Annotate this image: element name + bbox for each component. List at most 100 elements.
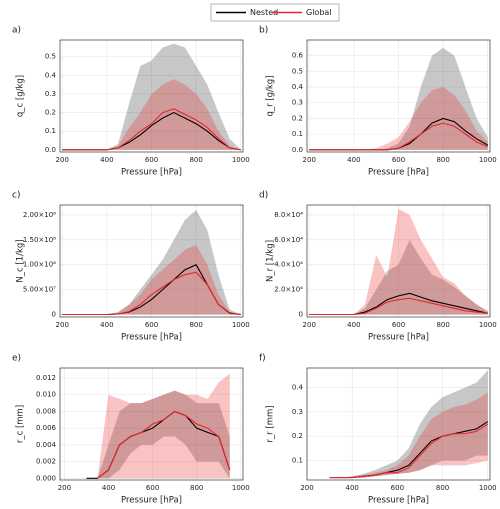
x-tick-label: 800 xyxy=(190,484,203,492)
y-tick-label: 0.2 xyxy=(292,432,303,440)
band xyxy=(97,373,230,479)
band xyxy=(309,87,488,150)
x-tick-label: 1000 xyxy=(232,484,250,492)
y-tick-label: 0.3 xyxy=(292,408,303,416)
x-tick-label: 400 xyxy=(100,156,113,164)
y-tick-label: 0.012 xyxy=(36,374,56,382)
x-tick-label: 600 xyxy=(146,484,159,492)
x-tick-label: 600 xyxy=(145,156,158,164)
x-tick-label: 800 xyxy=(436,321,449,329)
panel-label: e) xyxy=(12,354,21,364)
y-axis-label: N_r [1/kg] xyxy=(266,240,276,282)
plot-frame xyxy=(59,39,244,153)
band xyxy=(329,370,488,478)
y-tick-label: 0.002 xyxy=(36,458,56,466)
y-tick-label: 1.50×10⁸ xyxy=(23,236,56,244)
x-tick-label: 600 xyxy=(392,321,405,329)
x-tick-label: 1000 xyxy=(479,156,497,164)
panel-label: b) xyxy=(259,26,268,36)
band xyxy=(309,239,488,315)
x-tick-label: 600 xyxy=(392,156,405,164)
y-tick-label: 0.6 xyxy=(292,52,304,60)
x-tick-label: 200 xyxy=(58,484,71,492)
x-tick-label: 400 xyxy=(100,321,113,329)
band xyxy=(86,390,230,479)
y-tick-label: 2.0×10⁴ xyxy=(274,286,303,294)
band xyxy=(329,392,488,478)
plot-frame xyxy=(306,367,491,481)
y-tick-label: 0 xyxy=(52,311,56,319)
y-tick-label: 4.0×10⁴ xyxy=(274,261,303,269)
x-tick-label: 600 xyxy=(391,484,404,492)
median-line xyxy=(62,108,241,151)
y-tick-label: 0.000 xyxy=(36,474,56,482)
x-tick-label: 200 xyxy=(56,321,69,329)
y-tick-label: 0.010 xyxy=(36,391,56,399)
x-tick-label: 400 xyxy=(347,156,360,164)
x-axis-label: Pressure [hPa] xyxy=(368,168,429,178)
y-axis-label: q_c [g/kg] xyxy=(16,75,26,117)
y-axis-label: r_r [mm] xyxy=(266,405,276,442)
band xyxy=(309,208,488,315)
panel-label: f) xyxy=(259,354,266,364)
x-tick-label: 800 xyxy=(189,321,202,329)
y-axis-label: r_c [mm] xyxy=(16,405,26,443)
x-tick-label: 400 xyxy=(102,484,115,492)
x-tick-label: 400 xyxy=(347,321,360,329)
y-axis-label: N_c [1/kg] xyxy=(16,239,26,282)
x-tick-label: 400 xyxy=(345,484,358,492)
y-tick-label: 5.00×10⁷ xyxy=(23,286,56,294)
plot-frame xyxy=(59,367,244,481)
panel-label: d) xyxy=(259,191,268,201)
band xyxy=(62,244,241,315)
x-tick-label: 800 xyxy=(189,156,202,164)
x-tick-label: 1000 xyxy=(479,484,497,492)
x-axis-label: Pressure [hPa] xyxy=(368,333,429,343)
x-tick-label: 800 xyxy=(436,484,449,492)
y-tick-label: 0.4 xyxy=(292,83,304,91)
x-axis-label: Pressure [hPa] xyxy=(121,496,182,506)
median-line xyxy=(62,271,241,316)
x-tick-label: 1000 xyxy=(232,321,250,329)
y-tick-label: 0.3 xyxy=(45,90,56,98)
x-tick-label: 200 xyxy=(300,484,313,492)
median-line xyxy=(309,122,488,151)
y-tick-label: 0.5 xyxy=(45,53,56,61)
plot-frame xyxy=(306,204,491,318)
y-tick-label: 0.1 xyxy=(45,127,56,135)
y-tick-label: 0.4 xyxy=(292,383,304,391)
median-line xyxy=(309,297,488,316)
plot-frame xyxy=(306,39,491,153)
y-tick-label: 1.00×10⁸ xyxy=(23,261,56,269)
y-tick-label: 8.0×10⁴ xyxy=(274,211,303,219)
y-axis-label: q_r [g/kg] xyxy=(266,75,276,116)
y-tick-label: 6.0×10⁴ xyxy=(274,236,303,244)
y-tick-label: 0.2 xyxy=(45,109,56,117)
x-axis-label: Pressure [hPa] xyxy=(121,333,182,343)
y-tick-label: 0 xyxy=(299,311,303,319)
y-tick-label: 2.00×10⁸ xyxy=(23,211,56,219)
y-tick-label: 0.1 xyxy=(292,130,303,138)
x-tick-label: 200 xyxy=(303,156,316,164)
y-tick-label: 0.3 xyxy=(292,99,303,107)
y-tick-label: 0.0 xyxy=(292,146,303,154)
band xyxy=(62,79,241,150)
x-tick-label: 1000 xyxy=(232,156,250,164)
band xyxy=(309,47,488,150)
x-tick-label: 600 xyxy=(145,321,158,329)
y-tick-label: 0.2 xyxy=(292,114,303,122)
legend-label: Global xyxy=(306,8,332,17)
y-tick-label: 0.004 xyxy=(36,441,57,449)
y-tick-label: 0.008 xyxy=(36,407,56,415)
median-line xyxy=(97,410,231,479)
x-axis-label: Pressure [hPa] xyxy=(121,168,182,178)
y-tick-label: 0.0 xyxy=(45,146,56,154)
y-tick-label: 0.5 xyxy=(292,67,303,75)
x-axis-label: Pressure [hPa] xyxy=(368,496,429,506)
band xyxy=(62,209,241,315)
y-tick-label: 0.4 xyxy=(45,71,57,79)
y-tick-label: 0.1 xyxy=(292,457,303,465)
median-line xyxy=(329,423,489,479)
x-tick-label: 200 xyxy=(56,156,69,164)
